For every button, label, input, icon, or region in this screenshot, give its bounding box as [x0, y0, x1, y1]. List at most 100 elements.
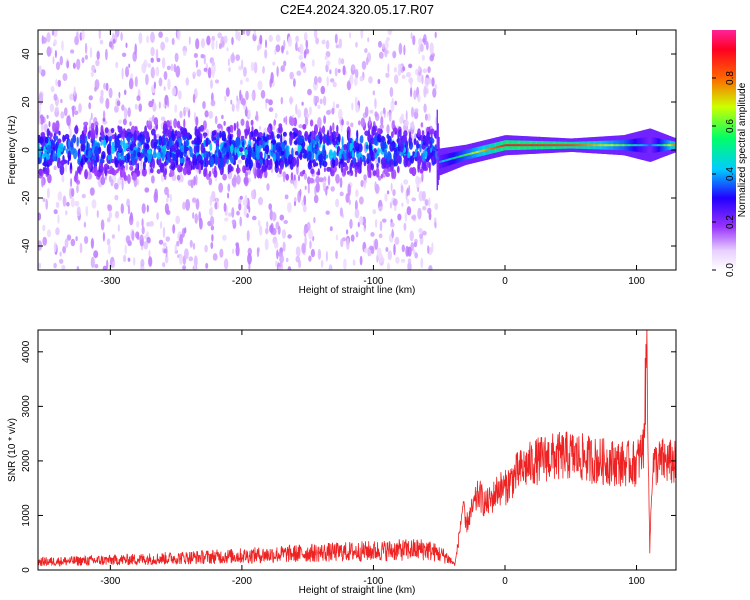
- spectrogram-noise-blob: [359, 196, 364, 205]
- spectrogram-band-blob: [114, 132, 117, 142]
- spectrogram-noise-blob: [283, 220, 289, 224]
- spectrogram-noise-blob: [192, 242, 196, 250]
- spectrogram-band-blob: [425, 142, 429, 147]
- spectrogram-noise-blob: [59, 55, 63, 66]
- spectrogram-band-blob: [302, 123, 307, 130]
- spectrogram-signal-ridge: [486, 148, 488, 151]
- spectrogram-band-blob: [419, 169, 424, 174]
- spectrogram-noise-blob: [268, 203, 273, 211]
- spectrogram-band-blob: [255, 162, 261, 169]
- spectrogram-signal-ridge: [665, 144, 667, 147]
- spectrogram-noise-blob: [228, 67, 231, 72]
- spectrogram-band-blob: [87, 160, 92, 170]
- spectrogram-noise-blob: [42, 198, 46, 202]
- spectrogram-noise-blob: [206, 35, 211, 46]
- spectrogram-noise-blob: [313, 75, 318, 85]
- spectrogram-signal-ridge: [573, 144, 576, 147]
- spectrogram-noise-blob: [301, 200, 305, 207]
- spectrogram-noise-blob: [148, 250, 151, 258]
- spectrogram-noise-blob: [236, 210, 240, 216]
- spectrogram-noise-blob: [116, 100, 121, 107]
- spectrogram-band-blob: [222, 173, 227, 181]
- spectrogram-signal-ridge: [596, 144, 599, 147]
- spectrogram-band-blob: [377, 133, 382, 143]
- spectrogram-noise-blob: [166, 65, 171, 71]
- spectrogram-band-blob: [416, 151, 420, 161]
- spectrogram-band-blob: [118, 144, 122, 152]
- spectrogram-noise-blob: [414, 108, 419, 113]
- spectrogram-noise-blob: [192, 93, 196, 104]
- spectrogram-noise-blob: [174, 244, 177, 253]
- spectrogram-band-blob: [336, 124, 339, 133]
- spectrogram-noise-blob: [121, 178, 124, 191]
- spectrogram-band-blob: [392, 169, 397, 180]
- spectrogram-signal-ridge: [530, 144, 532, 147]
- spectrogram-band-blob: [124, 142, 129, 149]
- spectrogram-signal-ridge: [524, 144, 526, 147]
- spectrogram-signal-ridge: [489, 148, 491, 151]
- spectrogram-noise-blob: [422, 230, 427, 236]
- spectrogram-noise-blob: [308, 106, 312, 116]
- spectrogram-noise-blob: [295, 35, 299, 43]
- spectrogram-band-blob: [199, 124, 204, 132]
- spectrogram-band-blob: [278, 167, 282, 175]
- spectrogram-noise-blob: [123, 107, 128, 120]
- spectrogram-signal-ridge: [560, 144, 563, 147]
- spectrogram-band-blob: [338, 161, 341, 169]
- spectrogram-noise-blob: [155, 48, 159, 61]
- spectrogram-noise-blob: [351, 64, 356, 71]
- spectrogram-signal-ridge: [563, 144, 565, 147]
- spectrogram-band-blob: [307, 176, 311, 185]
- spectrogram-band-blob: [267, 154, 271, 159]
- spectrogram-noise-blob: [359, 215, 364, 225]
- spectrogram-band-blob: [241, 154, 246, 160]
- spectrogram-noise-blob: [260, 89, 266, 99]
- spectrogram-signal-ridge: [593, 144, 595, 147]
- spectrogram-band-blob: [156, 145, 161, 150]
- spectrogram-noise-blob: [182, 265, 187, 270]
- spectrogram-band-blob: [255, 110, 259, 121]
- spectrogram-noise-blob: [211, 234, 214, 242]
- spectrogram-noise-blob: [403, 44, 406, 56]
- spectrogram-band-blob: [221, 130, 226, 141]
- spectrogram-band-blob: [208, 177, 213, 186]
- spectrogram-signal-ridge: [663, 144, 665, 147]
- spectrogram-noise-blob: [427, 207, 432, 215]
- spectrogram-band-blob: [44, 137, 49, 144]
- spectrogram-band-blob: [73, 110, 79, 115]
- spectrogram-signal-ridge: [621, 144, 623, 147]
- spectrogram-noise-blob: [108, 87, 113, 99]
- spectrogram-signal-ridge: [576, 144, 578, 147]
- spectrogram-noise-blob: [355, 41, 358, 48]
- spectrogram-noise-blob: [305, 39, 309, 49]
- spectrogram-band-blob: [285, 173, 290, 181]
- spectrogram-signal-ridge: [436, 149, 438, 151]
- spectrogram-noise-blob: [114, 194, 119, 201]
- spectrogram-noise-blob: [406, 198, 410, 204]
- spectrogram-band-blob: [354, 166, 358, 174]
- spectrogram-noise-blob: [427, 245, 430, 254]
- spectrogram-noise-blob: [329, 78, 335, 83]
- spectrogram-band-blob: [176, 148, 180, 156]
- spectrogram-signal-ridge: [554, 144, 556, 147]
- spectrogram-noise-blob: [150, 31, 155, 43]
- spectrogram-noise-blob: [146, 236, 151, 244]
- spectrogram-band-blob: [117, 151, 120, 161]
- spectrogram-signal-ridge: [630, 144, 632, 147]
- spectrogram-noise-blob: [248, 205, 251, 213]
- spectrogram-signal-ridge: [549, 144, 552, 147]
- spectrogram-signal-ridge: [535, 144, 537, 147]
- spectrogram-noise-blob: [245, 30, 251, 37]
- spectrogram-noise-blob: [304, 116, 309, 127]
- colorbar-tick-label: 0.6: [725, 119, 736, 133]
- spectrogram-band-blob: [90, 128, 96, 139]
- spectrogram-noise-blob: [212, 69, 215, 78]
- spectrogram-signal-ridge: [480, 150, 483, 153]
- spectrogram-noise-blob: [295, 41, 298, 52]
- spectrogram-noise-blob: [393, 67, 397, 73]
- spectrogram-noise-blob: [302, 65, 307, 74]
- spectrogram-band-blob: [225, 140, 231, 145]
- spectrogram-band-blob: [346, 157, 351, 164]
- spectrogram-band-blob: [46, 128, 50, 138]
- spectrogram-band-blob: [251, 149, 257, 160]
